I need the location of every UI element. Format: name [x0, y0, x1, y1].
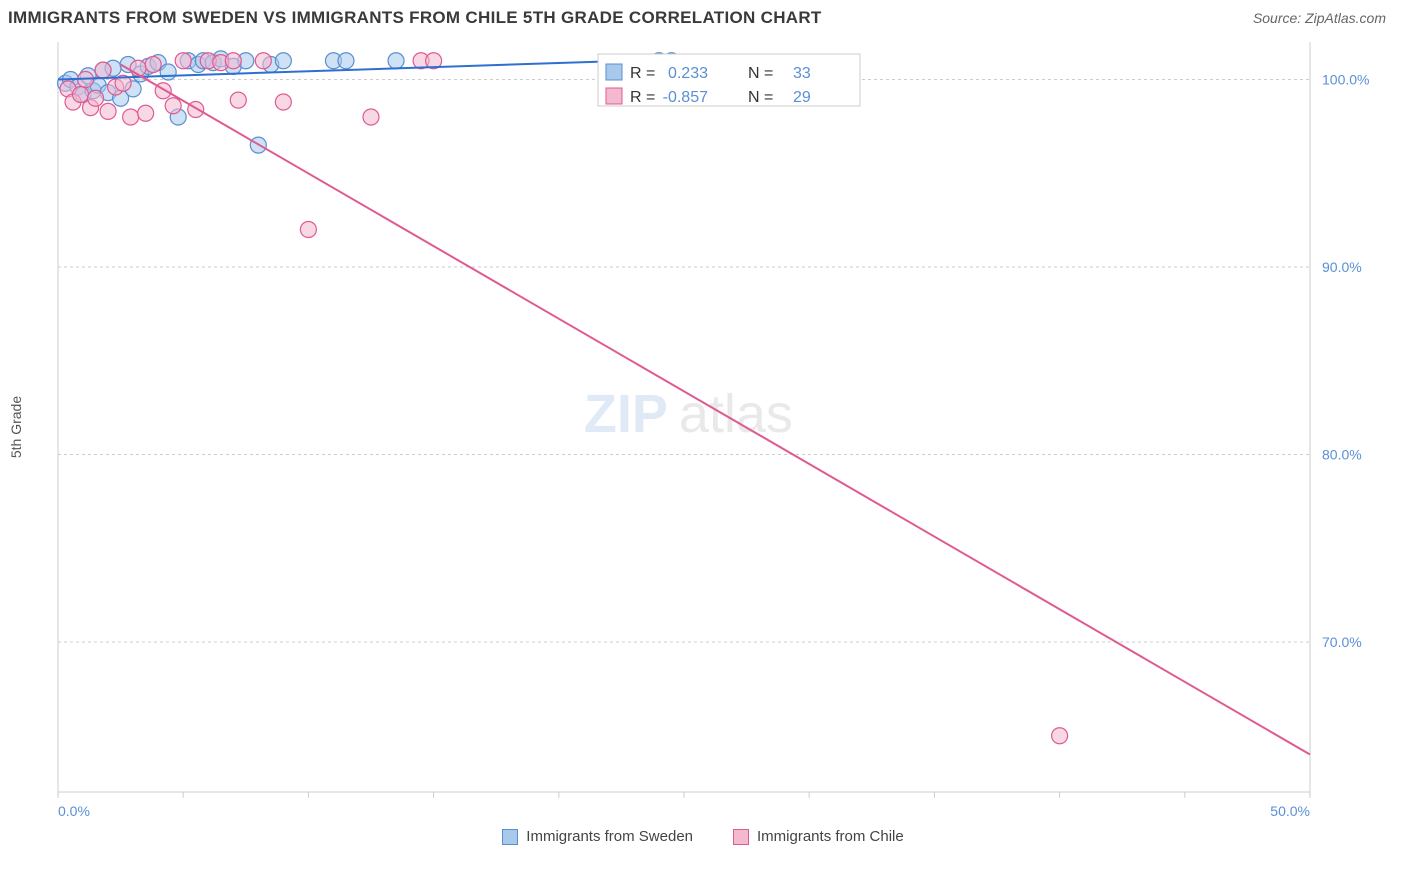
svg-text:R =: R = — [630, 89, 655, 106]
svg-text:29: 29 — [793, 89, 811, 106]
legend-label-sweden: Immigrants from Sweden — [526, 828, 693, 845]
legend-item-chile: Immigrants from Chile — [733, 828, 904, 845]
svg-text:0.233: 0.233 — [668, 65, 708, 82]
svg-text:100.0%: 100.0% — [1322, 72, 1369, 88]
y-axis-label: 5th Grade — [8, 396, 24, 458]
svg-text:0.0%: 0.0% — [58, 803, 90, 819]
legend-swatch-sweden — [502, 829, 518, 845]
svg-text:R =: R = — [630, 65, 655, 82]
bottom-legend: Immigrants from Sweden Immigrants from C… — [0, 822, 1406, 845]
legend-swatch-chile — [733, 829, 749, 845]
svg-text:90.0%: 90.0% — [1322, 259, 1362, 275]
legend-item-sweden: Immigrants from Sweden — [502, 828, 693, 845]
chart-header: IMMIGRANTS FROM SWEDEN VS IMMIGRANTS FRO… — [0, 0, 1406, 32]
scatter-chart: 70.0% 80.0% 90.0% 100.0% 0.0% 50.0% ZIPatlas R … — [8, 32, 1398, 822]
svg-text:atlas: atlas — [679, 384, 793, 444]
legend-label-chile: Immigrants from Chile — [757, 828, 904, 845]
svg-text:33: 33 — [793, 65, 811, 82]
chart-title: IMMIGRANTS FROM SWEDEN VS IMMIGRANTS FRO… — [8, 8, 822, 28]
svg-text:80.0%: 80.0% — [1322, 447, 1362, 463]
svg-text:ZIP: ZIP — [584, 384, 668, 444]
svg-text:N =: N = — [748, 89, 773, 106]
svg-text:-0.857: -0.857 — [663, 89, 708, 106]
chart-container: 5th Grade 70.0% 80.0% 90.0% 100.0% 0.0% 50.0%… — [8, 32, 1398, 822]
svg-text:70.0%: 70.0% — [1322, 634, 1362, 650]
chart-source: Source: ZipAtlas.com — [1253, 10, 1386, 26]
svg-text:N =: N = — [748, 65, 773, 82]
svg-text:50.0%: 50.0% — [1270, 803, 1310, 819]
